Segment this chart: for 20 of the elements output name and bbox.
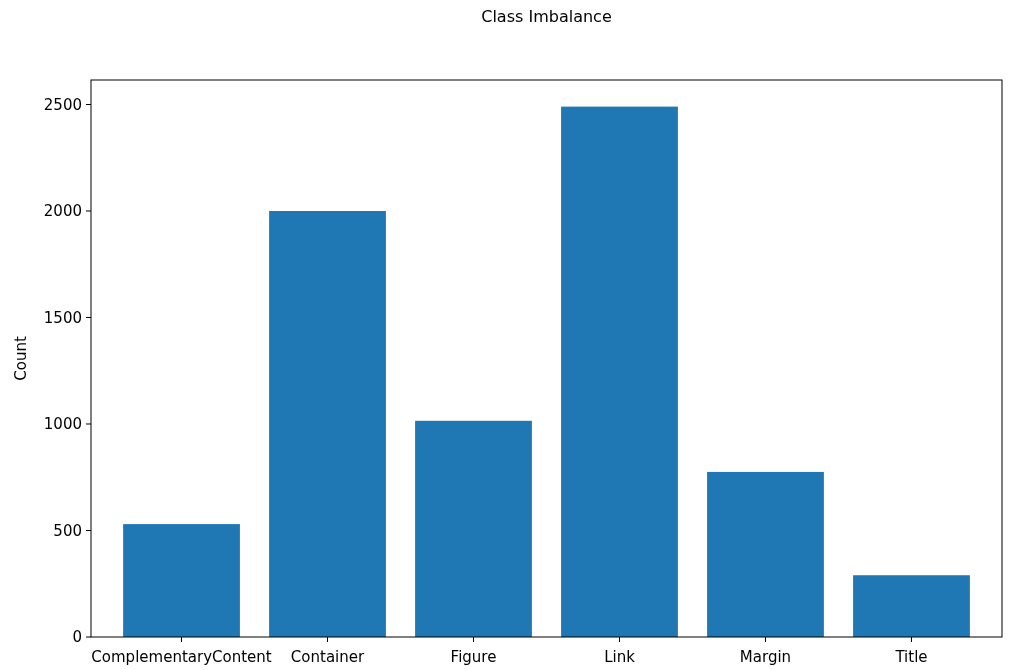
- x-tick-label: Container: [290, 648, 365, 666]
- y-tick-label: 2000: [43, 202, 82, 221]
- bar: [415, 420, 532, 637]
- chart-title: Class Imbalance: [481, 7, 612, 26]
- y-tick-label: 1500: [43, 308, 82, 327]
- y-tick-label: 500: [53, 521, 82, 540]
- x-tick-label: Link: [604, 648, 636, 666]
- y-tick-label: 0: [72, 628, 82, 647]
- x-tick-label: Figure: [450, 648, 497, 666]
- y-tick-label: 1000: [43, 415, 82, 434]
- y-tick-label: 2500: [43, 95, 82, 114]
- x-tick-label: Margin: [739, 648, 792, 666]
- bar: [561, 106, 678, 637]
- bar: [269, 211, 386, 637]
- y-axis-title: Count: [12, 336, 30, 381]
- bar: [853, 575, 970, 637]
- bar: [123, 524, 240, 637]
- bar: [707, 471, 824, 637]
- x-tick-label: Title: [894, 648, 928, 666]
- x-tick-label: ComplementaryContent: [91, 648, 272, 666]
